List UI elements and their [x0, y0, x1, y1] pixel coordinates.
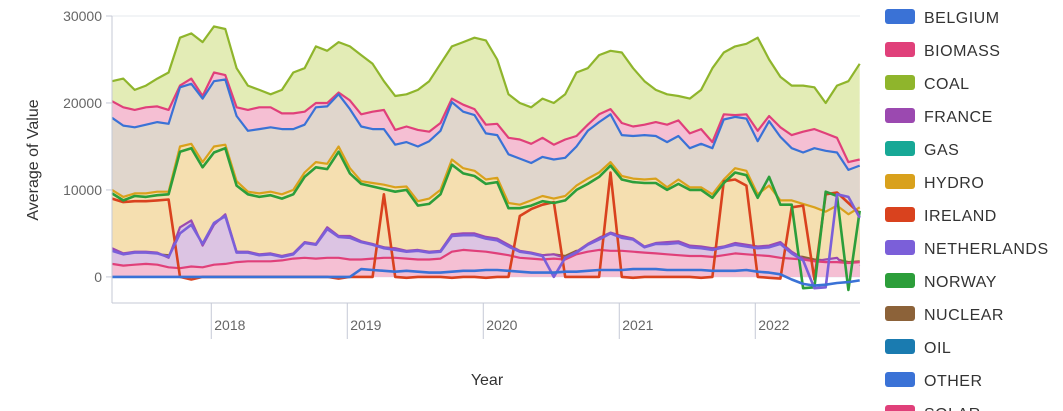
line-norway-1: [111, 146, 861, 292]
legend-label-gas: GAS: [924, 142, 959, 159]
legend-swatch-ireland: [885, 207, 915, 222]
series-lines: [111, 146, 861, 292]
legend-label-france: FRANCE: [924, 109, 993, 126]
line-coal-0: [111, 25, 861, 109]
legend-label-biomass: BIOMASS: [924, 43, 1000, 60]
legend-swatch-hydro: [885, 174, 915, 189]
x-tick-label-3: 2021: [622, 317, 653, 333]
line-belgium-2: [111, 78, 861, 171]
legend-label-belgium: BELGIUM: [924, 10, 1000, 27]
line-biomass-1: [111, 71, 860, 164]
legend-item-norway[interactable]: NORWAY: [885, 273, 997, 291]
legend-swatch-other: [885, 372, 915, 387]
x-tick-label-2: 2020: [486, 317, 517, 333]
legend-swatch-france: [885, 108, 915, 123]
legend-item-ireland[interactable]: IRELAND: [885, 207, 997, 225]
legend-swatch-nuclear: [885, 306, 915, 321]
y-tick-label-0: 0: [94, 269, 102, 285]
y-ticks: 0 10000 20000 30000: [63, 8, 112, 285]
legend-label-oil: OIL: [924, 340, 951, 357]
legend-label-netherlands: NETHERLANDS: [924, 241, 1049, 258]
y-axis-title: Average of Value: [25, 99, 42, 220]
legend-item-coal[interactable]: COAL: [885, 75, 970, 93]
legend-swatch-solar: [885, 405, 915, 411]
y-tick-label-2: 20000: [63, 95, 102, 111]
legend-swatch-biomass: [885, 42, 915, 57]
legend-swatch-netherlands: [885, 240, 915, 255]
line-other-3: [112, 267, 860, 287]
legend-swatch-norway: [885, 273, 915, 288]
legend-label-solar: SOLAR: [924, 406, 981, 411]
x-ticks: 2018 2019 2020 2021 2022: [210, 303, 790, 339]
legend-item-netherlands[interactable]: NETHERLANDS: [885, 240, 1049, 258]
line-netherlands-2: [111, 193, 861, 290]
legend-swatch-gas: [885, 141, 915, 156]
legend-item-other[interactable]: OTHER: [885, 372, 983, 390]
x-tick-label-4: 2022: [758, 317, 789, 333]
x-axis-title: Year: [471, 372, 504, 389]
legend-label-hydro: HYDRO: [924, 175, 984, 192]
y-tick-label-1: 10000: [63, 182, 102, 198]
y-tick-label-3: 30000: [63, 8, 102, 24]
legend: BELGIUM BIOMASS COAL FRANCE GAS HYDRO IRELAND N…: [885, 9, 1049, 411]
legend-item-hydro[interactable]: HYDRO: [885, 174, 984, 192]
legend-swatch-belgium: [885, 9, 915, 24]
legend-swatch-coal: [885, 75, 915, 90]
legend-label-nuclear: NUCLEAR: [924, 307, 1004, 324]
axes: [111, 16, 860, 304]
legend-item-oil[interactable]: OIL: [885, 339, 951, 357]
x-tick-label-0: 2018: [214, 317, 245, 333]
area-bands: [111, 25, 861, 277]
legend-item-gas[interactable]: GAS: [885, 141, 959, 159]
legend-item-biomass[interactable]: BIOMASS: [885, 42, 1000, 60]
legend-item-solar[interactable]: SOLAR: [885, 405, 981, 411]
x-tick-label-1: 2019: [350, 317, 381, 333]
legend-label-other: OTHER: [924, 373, 983, 390]
legend-item-nuclear[interactable]: NUCLEAR: [885, 306, 1004, 324]
line-solar-7: [111, 248, 860, 270]
legend-item-france[interactable]: FRANCE: [885, 108, 993, 126]
legend-swatch-oil: [885, 339, 915, 354]
legend-item-belgium[interactable]: BELGIUM: [885, 9, 1000, 27]
legend-label-ireland: IRELAND: [924, 208, 997, 225]
legend-label-norway: NORWAY: [924, 274, 997, 291]
legend-label-coal: COAL: [924, 76, 970, 93]
